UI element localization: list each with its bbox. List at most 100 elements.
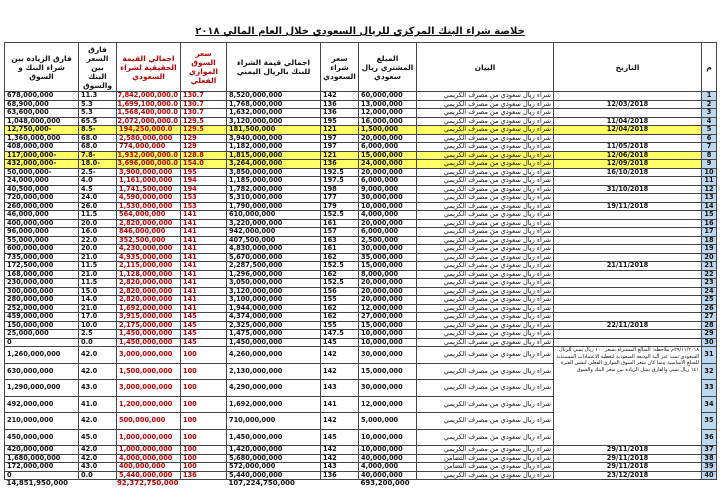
date: 16/10/2018: [553, 167, 702, 177]
value-cell: 194: [180, 176, 227, 186]
value-cell: 163: [320, 235, 359, 245]
value-cell: 16,000,000: [358, 116, 417, 126]
table-row: 6 شراء ريال سعودي من مصرف الكريمي 20,000,0…: [4, 133, 717, 143]
value-cell: 141: [180, 210, 227, 220]
date-empty: [553, 312, 702, 322]
description: شراء ريال سعودي من مصرف الكريمي: [416, 261, 554, 271]
value-cell: 7,842,000,000.0: [116, 91, 181, 101]
column-header: اجمالي القيمة الحقيقية لشراء السعودي: [116, 42, 181, 92]
value-cell: 25,000,000: [4, 329, 79, 339]
value-cell: 20,000,000: [358, 295, 417, 305]
value-cell: 100: [180, 362, 227, 380]
row-number: 36: [701, 428, 717, 446]
value-cell: 2,325,000,000: [226, 320, 321, 330]
column-header: اجمالي قيمة الشراء للبنك بالريال اليمني: [226, 42, 321, 92]
row-number: 9: [701, 159, 717, 169]
value-cell: 774,000,000: [116, 142, 181, 152]
column-header: م: [701, 42, 717, 92]
value-cell: 720,000,000: [4, 193, 79, 203]
table-row: 19 شراء ريال سعودي من مصرف الكريمي 30,000,…: [4, 244, 717, 254]
value-cell: 1,632,000,000: [226, 108, 321, 118]
value-cell: 129.5: [180, 125, 227, 135]
value-cell: 30,000,000: [358, 193, 417, 203]
value-cell: 20,000,000: [358, 133, 417, 143]
table-row: 36 شراء ريال سعودي من مصرف الكريمي 10,000,…: [4, 428, 717, 446]
description: شراء ريال سعودي من مصرف الكريمي: [416, 167, 554, 177]
row-number: 21: [701, 261, 717, 271]
value-cell: 17.0: [78, 312, 117, 322]
value-cell: 10,000,000: [358, 337, 417, 347]
spacer: [181, 480, 227, 488]
value-cell: 162: [320, 269, 359, 279]
value-cell: 5,310,000,000: [226, 193, 321, 203]
value-cell: 55,000,000: [4, 235, 79, 245]
column-header: البيان: [416, 42, 554, 92]
value-cell: 136: [320, 108, 359, 118]
value-cell: 15.0: [78, 286, 117, 296]
value-cell: 2,130,000,000: [226, 362, 321, 380]
table-row: 12 31/10/2018 شراء ريال سعودي من مصرف الكر…: [4, 184, 717, 194]
value-cell: 2,287,500,000: [226, 261, 321, 271]
value-cell: 4,260,000,000: [226, 346, 321, 364]
value-cell: 4,374,000,000: [226, 312, 321, 322]
value-cell: 1,932,000,000.0: [116, 150, 181, 160]
table-row: 27 شراء ريال سعودي من مصرف الكريمي 27,000,…: [4, 312, 717, 322]
value-cell: 136: [320, 159, 359, 169]
value-cell: 408,000,000: [4, 142, 79, 152]
value-cell: 198: [320, 184, 359, 194]
value-cell: 564,000,000: [116, 210, 181, 220]
description: شراء ريال سعودي من مصرف الكريمي: [416, 337, 554, 347]
value-cell: 352,500,000: [116, 235, 181, 245]
row-number: 17: [701, 227, 717, 237]
value-cell: 155: [320, 295, 359, 305]
value-cell: 154.0: [180, 159, 227, 169]
table-row: 1 شراء ريال سعودي من مصرف الكريمي 60,000,0…: [4, 91, 717, 101]
value-cell: 0: [4, 337, 79, 347]
value-cell: 3,000,000,000: [116, 346, 181, 364]
value-cell: 141: [180, 218, 227, 228]
value-cell: 280,000,000: [4, 295, 79, 305]
column-header: سعر شراء السعودي: [320, 42, 359, 92]
value-cell: 60,000,000: [358, 91, 417, 101]
value-cell: 142: [320, 362, 359, 380]
value-cell: 197.5: [320, 176, 359, 186]
row-number: 8: [701, 150, 717, 160]
value-cell: 2,175,000,000: [116, 320, 181, 330]
value-cell: 20,000,000: [358, 286, 417, 296]
description: شراء ريال سعودي من مصرف الكريمي: [416, 252, 554, 262]
value-cell: 100: [180, 346, 227, 364]
value-cell: 610,000,000: [226, 210, 321, 220]
value-cell: 42.0: [78, 412, 117, 430]
value-cell: 1,200,000,000: [116, 395, 181, 413]
value-cell: 156: [320, 286, 359, 296]
value-cell: 1,768,000,000: [226, 99, 321, 109]
value-cell: 15,000,000: [358, 150, 417, 160]
date-empty: [553, 235, 702, 245]
value-cell: 14.0: [78, 295, 117, 305]
value-cell: 1,530,000,000: [116, 201, 181, 211]
value-cell: 2,500,000: [358, 235, 417, 245]
value-cell: 21.0: [78, 303, 117, 313]
value-cell: 100: [180, 379, 227, 397]
value-cell: 1,450,000,000: [116, 337, 181, 347]
value-cell: 10,000,000: [358, 329, 417, 339]
description: شراء ريال سعودي من مصرف الكريمي: [416, 278, 554, 288]
value-cell: 1,692,000,000: [116, 303, 181, 313]
value-cell: 147.5: [320, 329, 359, 339]
description: شراء ريال سعودي من مصرف الكريمي: [416, 445, 554, 455]
value-cell: 2,580,000,000: [116, 133, 181, 143]
value-cell: 407,500,000: [226, 235, 321, 245]
row-number: 24: [701, 286, 717, 296]
row-number: 26: [701, 303, 717, 313]
date: 23/12/2018: [553, 470, 702, 480]
value-cell: 13,000,000: [358, 99, 417, 109]
value-cell: 136: [180, 470, 227, 480]
column-header: فارق الزيادة بين شراء البنك و السوق: [4, 42, 79, 92]
date-empty: [553, 133, 702, 143]
spacer: [79, 480, 117, 488]
value-cell: 11.5: [78, 210, 117, 220]
date: 21/11/2018: [553, 261, 702, 271]
row-number: 11: [701, 176, 717, 186]
row-number: 14: [701, 201, 717, 211]
value-cell: -432,000,000: [4, 159, 79, 169]
